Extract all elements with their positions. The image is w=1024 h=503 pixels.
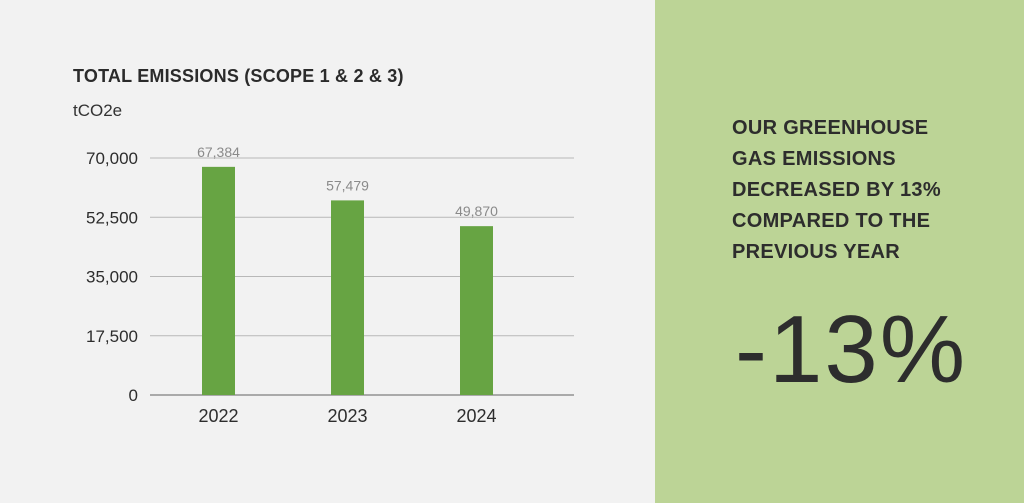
y-tick-label: 0 xyxy=(129,386,138,405)
y-axis-unit-label: tCO2e xyxy=(73,101,123,120)
highlight-panel: OUR GREENHOUSE GAS EMISSIONS DECREASED B… xyxy=(655,0,1024,503)
bar-chart: 0 17,500 35,000 52,500 70,000 67,384 2022 57,47… xyxy=(86,144,574,426)
labels: 0 17,500 35,000 52,500 70,000 67,384 2022 57,47… xyxy=(86,144,498,426)
chart-title: TOTAL EMISSIONS (SCOPE 1 & 2 & 3) xyxy=(73,66,404,86)
bar-2022 xyxy=(202,166,235,395)
y-tick-label: 70,000 xyxy=(86,149,138,168)
bars xyxy=(202,166,493,395)
percent-change-value: -13% xyxy=(735,296,968,403)
bar-2023 xyxy=(331,200,364,395)
headline-text: OUR GREENHOUSE GAS EMISSIONS DECREASED B… xyxy=(732,117,941,263)
data-label: 67,384 xyxy=(197,144,240,160)
chart-panel: TOTAL EMISSIONS (SCOPE 1 & 2 & 3) tCO2e … xyxy=(73,66,574,426)
y-tick-label: 17,500 xyxy=(86,327,138,346)
y-tick-label: 35,000 xyxy=(86,268,138,287)
bar-2024 xyxy=(460,226,493,395)
y-tick-label: 52,500 xyxy=(86,208,138,227)
x-tick-label: 2024 xyxy=(456,406,496,426)
x-tick-label: 2022 xyxy=(198,406,238,426)
data-label: 49,870 xyxy=(455,203,498,219)
data-label: 57,479 xyxy=(326,177,369,193)
x-tick-label: 2023 xyxy=(327,406,367,426)
